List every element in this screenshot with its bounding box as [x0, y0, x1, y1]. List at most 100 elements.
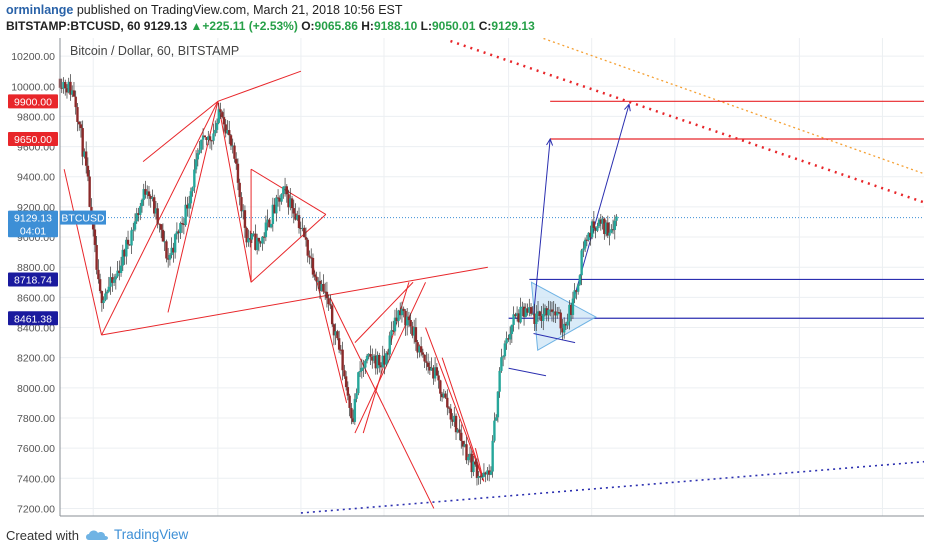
- candle-body: [161, 229, 165, 242]
- candle-body: [524, 308, 528, 317]
- candle-body: [255, 237, 259, 250]
- candle-body: [81, 128, 84, 157]
- candle-body: [385, 353, 388, 365]
- candle-body: [507, 338, 510, 340]
- candle-body: [585, 239, 589, 241]
- candle-body: [98, 279, 102, 292]
- candle-body: [205, 137, 208, 141]
- candle-body: [482, 472, 486, 477]
- candle-body: [465, 444, 468, 461]
- candle-body: [510, 324, 514, 334]
- candle-body: [381, 355, 384, 368]
- price-tag: [8, 311, 58, 326]
- candle-body: [88, 176, 91, 207]
- candle-body: [390, 330, 393, 336]
- chart-header: orminlange published on TradingView.com,…: [0, 0, 932, 38]
- candle-body: [60, 87, 63, 89]
- candle-body: [407, 316, 411, 320]
- candle-body: [402, 308, 405, 311]
- candle-body: [111, 277, 114, 283]
- candle-body: [376, 354, 379, 369]
- open-label: O:: [301, 19, 315, 33]
- candle-body: [217, 109, 220, 123]
- candle-body: [208, 136, 212, 141]
- candle-body: [487, 470, 491, 475]
- candle-body: [193, 169, 196, 188]
- candle-body: [374, 355, 377, 369]
- red-trend-segment: [101, 101, 219, 336]
- candle-body: [538, 311, 541, 316]
- candle-body: [442, 393, 446, 398]
- candle-body: [491, 440, 494, 472]
- candle-body: [460, 432, 463, 441]
- candle-body: [343, 370, 346, 377]
- candle-body: [72, 90, 76, 97]
- candle-body: [179, 223, 182, 234]
- candle-body: [456, 429, 459, 433]
- candle-body: [371, 356, 374, 361]
- candle-body: [322, 283, 325, 292]
- red-trend-segment: [354, 281, 414, 343]
- candle-body: [282, 186, 285, 195]
- candle-body: [317, 280, 320, 282]
- candle-body: [210, 140, 213, 142]
- candle-body: [268, 219, 271, 228]
- candle-body: [114, 276, 118, 280]
- x-tick-label: 28: [876, 521, 888, 522]
- candle-body: [231, 145, 234, 147]
- candle-body: [606, 222, 610, 236]
- price-tag-label: 8461.38: [14, 313, 52, 325]
- candle-body: [496, 391, 500, 418]
- candle-body: [505, 338, 508, 344]
- candle-body: [467, 456, 470, 461]
- candle-body: [358, 371, 362, 373]
- tradingview-brand[interactable]: TradingView: [114, 527, 189, 542]
- candle-body: [583, 239, 587, 249]
- candle-body: [512, 314, 515, 325]
- close-value: 9129.13: [491, 19, 535, 33]
- y-tick-label: 9400.00: [17, 172, 55, 184]
- candle-body: [93, 229, 97, 245]
- support-segment: [533, 333, 576, 344]
- candle-body: [350, 407, 353, 419]
- candle-body: [151, 197, 154, 199]
- red-trend-segment: [217, 101, 252, 283]
- candle-body: [79, 124, 83, 129]
- candle-body: [323, 291, 327, 293]
- candle-body: [275, 197, 278, 214]
- candle-body: [421, 352, 425, 355]
- candle-body: [184, 204, 187, 226]
- candle-body: [259, 241, 262, 244]
- candle-body: [102, 300, 105, 304]
- candle-body: [552, 311, 555, 313]
- candle-body: [601, 218, 604, 224]
- candle-body: [531, 313, 534, 315]
- candle-body: [238, 182, 241, 198]
- candle-body: [304, 237, 308, 240]
- author-link[interactable]: orminlange: [6, 3, 74, 17]
- price-chart[interactable]: Bitcoin / Dollar, 60, BITSTAMP 7200.00 74…: [0, 38, 932, 522]
- candle-body: [337, 338, 341, 350]
- candle-body: [517, 313, 521, 323]
- candle-body: [501, 356, 505, 358]
- support-segment: [508, 367, 547, 377]
- candle-body: [135, 213, 138, 222]
- footer: Created with TradingView: [0, 522, 932, 550]
- candle-body: [341, 349, 344, 371]
- x-tick-label: 16: [378, 521, 390, 522]
- price-tag: [8, 272, 58, 287]
- candle-body: [437, 375, 440, 381]
- candle-body: [590, 221, 594, 238]
- candle-body: [149, 196, 152, 199]
- candle-body: [271, 204, 275, 224]
- candle-body: [132, 229, 135, 231]
- x-tick-label: 21: [586, 521, 598, 522]
- candle-body: [222, 117, 226, 125]
- y-tick-label: 8200.00: [17, 353, 55, 365]
- candle-body: [332, 324, 336, 336]
- candle-body: [611, 229, 615, 231]
- symbol-tag-label: BTCUSD: [61, 213, 105, 225]
- price-tag: [8, 94, 58, 109]
- candle-body: [303, 227, 306, 238]
- candle-body: [236, 163, 240, 183]
